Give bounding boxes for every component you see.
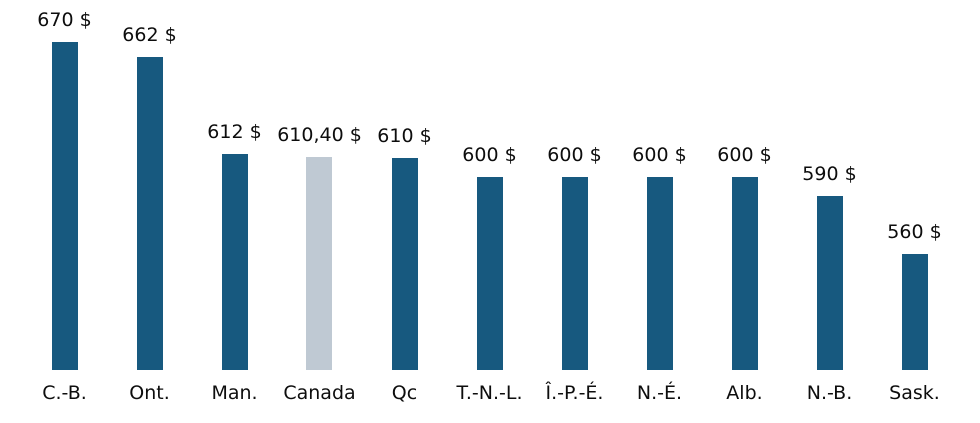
bar-stack: 600 $ — [547, 0, 602, 370]
bar — [306, 157, 333, 370]
bar-category-label: Man. — [211, 382, 258, 404]
bar-group: 600 $ Alb. — [702, 0, 787, 423]
bar-stack: 600 $ — [717, 0, 772, 370]
bar-value-label: 600 $ — [632, 144, 687, 166]
bar-value-label: 600 $ — [717, 144, 772, 166]
bar-value-label: 600 $ — [462, 144, 517, 166]
bar-value-label: 610 $ — [377, 125, 432, 147]
bar — [136, 57, 163, 370]
bar — [391, 158, 418, 370]
bar-category-label: C.-B. — [42, 382, 87, 404]
bar — [646, 177, 673, 370]
bar-value-label: 612 $ — [207, 121, 262, 143]
bar-value-label: 560 $ — [887, 221, 942, 243]
bar — [561, 177, 588, 370]
bar-value-label: 662 $ — [122, 24, 177, 46]
bar-group: 670 $ C.-B. — [22, 0, 107, 423]
bar-category-label: N.-É. — [636, 382, 683, 404]
bar-stack: 610,40 $ — [277, 0, 362, 370]
bar-stack: 610 $ — [377, 0, 432, 370]
bar-category-label: N.-B. — [806, 382, 853, 404]
bar-category-label: Sask. — [889, 382, 940, 404]
bar-group: 600 $ N.-É. — [617, 0, 702, 423]
bar — [221, 154, 248, 370]
bar-group: 590 $ N.-B. — [787, 0, 872, 423]
bar-value-label: 670 $ — [37, 9, 92, 31]
bar-stack: 600 $ — [632, 0, 687, 370]
bar-group: 560 $ Sask. — [872, 0, 957, 423]
bar-category-label: Canada — [283, 382, 356, 404]
bar — [731, 177, 758, 370]
bar-category-label: Alb. — [726, 382, 763, 404]
bar-value-label: 610,40 $ — [277, 124, 362, 146]
bar-group: 610 $ Qc — [362, 0, 447, 423]
bar-group: 610,40 $ Canada — [277, 0, 362, 423]
bar — [476, 177, 503, 370]
bar — [901, 254, 928, 370]
bar-category-label: Î.-P.-É. — [545, 382, 604, 404]
bar-stack: 662 $ — [122, 0, 177, 370]
bar-category-label: Ont. — [129, 382, 170, 404]
bar-category-label: Qc — [391, 382, 418, 404]
bar-stack: 560 $ — [887, 0, 942, 370]
bar-group: 612 $ Man. — [192, 0, 277, 423]
bar — [51, 42, 78, 370]
bar-value-label: 600 $ — [547, 144, 602, 166]
bar-chart: 670 $ C.-B. 662 $ Ont. 612 $ Man. 610,40… — [22, 0, 958, 423]
bar-stack: 612 $ — [207, 0, 262, 370]
bar-value-label: 590 $ — [802, 163, 857, 185]
bar-category-label: T.-N.-L. — [456, 382, 523, 404]
bar-stack: 670 $ — [37, 0, 92, 370]
bar-stack: 600 $ — [462, 0, 517, 370]
bar — [816, 196, 843, 370]
bar-stack: 590 $ — [802, 0, 857, 370]
bar-group: 600 $ Î.-P.-É. — [532, 0, 617, 423]
bar-group: 662 $ Ont. — [107, 0, 192, 423]
bar-group: 600 $ T.-N.-L. — [447, 0, 532, 423]
